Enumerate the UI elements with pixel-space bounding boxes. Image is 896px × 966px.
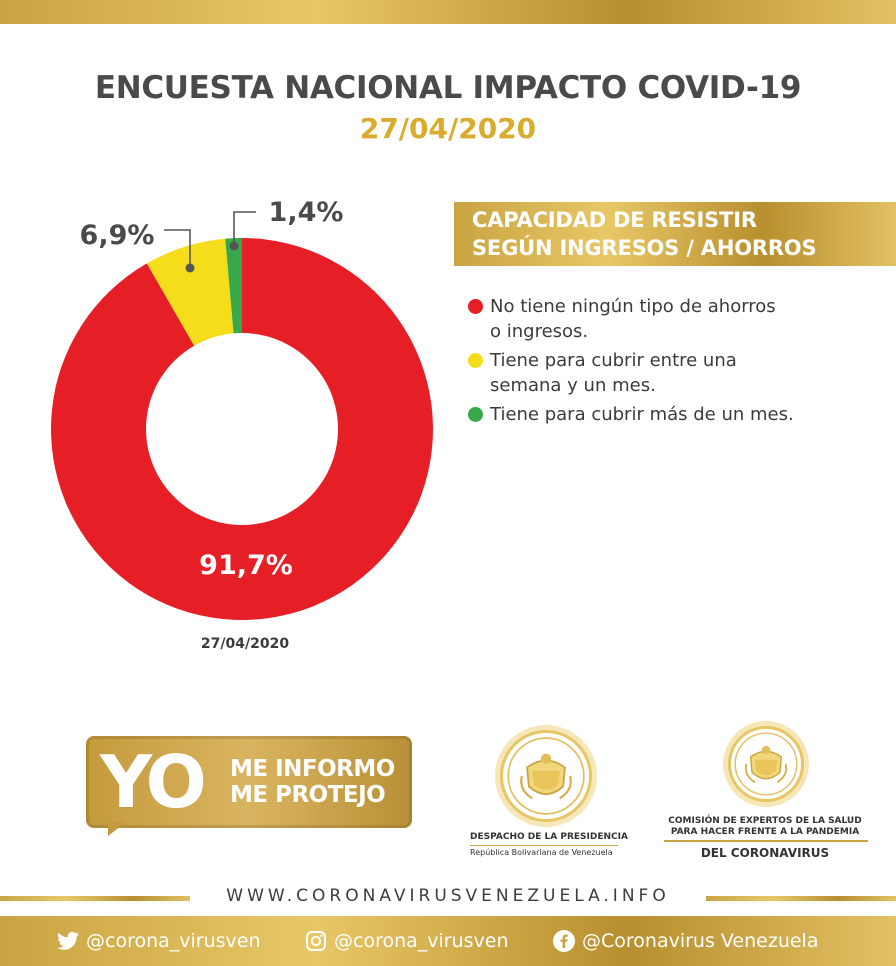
donut-chart: 91,7% 6,9% 1,4% bbox=[50, 197, 433, 620]
instagram-link[interactable]: @corona_virusven bbox=[304, 916, 509, 966]
yo-me-informo-badge: YO ME INFORMO ME PROTEJO bbox=[86, 736, 412, 836]
callout-line-green bbox=[233, 211, 256, 246]
facebook-link[interactable]: @Coronavirus Venezuela bbox=[552, 916, 818, 966]
callout-dot-yellow bbox=[185, 263, 195, 273]
legend-header-line2: SEGÚN INGRESOS / AHORROS bbox=[472, 236, 817, 260]
slice-no-savings bbox=[50, 238, 433, 620]
comision-line2: PARA HACER FRENTE A LA PANDEMIA bbox=[670, 827, 860, 837]
chart-date-label: 27/04/2020 bbox=[200, 636, 290, 652]
legend-item-red: No tiene ningún tipo de ahorros o ingres… bbox=[468, 294, 878, 344]
website-rule-right bbox=[706, 896, 896, 901]
legend-item-green: Tiene para cubrir más de un mes. bbox=[468, 402, 878, 427]
data-label-red: 91,7% bbox=[199, 550, 293, 581]
legend-item-yellow: Tiene para cubrir entre una semana y un … bbox=[468, 348, 878, 398]
despacho-subtitle: República Bolivariana de Venezuela bbox=[470, 848, 613, 857]
page-title: ENCUESTA NACIONAL IMPACTO COVID-19 bbox=[94, 70, 802, 106]
instagram-icon bbox=[306, 931, 326, 951]
facebook-icon bbox=[553, 930, 575, 952]
comision-divider bbox=[664, 840, 868, 842]
legend-dot-yellow bbox=[468, 353, 483, 368]
legend-header: CAPACIDAD DE RESISTIR SEGÚN INGRESOS / A… bbox=[454, 202, 896, 266]
comision-line3: DEL CORONAVIRUS bbox=[700, 846, 830, 860]
legend-text-red-1: No tiene ningún tipo de ahorros bbox=[490, 296, 776, 317]
legend-text-yellow-2: semana y un mes. bbox=[490, 375, 656, 396]
instagram-handle: @corona_virusven bbox=[334, 930, 509, 952]
callout-dot-green bbox=[229, 241, 239, 251]
despacho-title: DESPACHO DE LA PRESIDENCIA bbox=[470, 832, 628, 842]
slice-week-to-month bbox=[146, 238, 234, 346]
social-bar: @corona_virusven @corona_virusven @Coron… bbox=[0, 916, 896, 966]
legend-header-line1: CAPACIDAD DE RESISTIR bbox=[472, 208, 757, 232]
donut-slices bbox=[50, 238, 433, 620]
coat-of-arms-logo bbox=[500, 730, 592, 822]
legend-dot-red bbox=[468, 299, 483, 314]
legend-text-red-2: o ingresos. bbox=[490, 321, 589, 342]
data-label-green: 1,4% bbox=[269, 197, 344, 228]
despacho-divider bbox=[470, 845, 618, 846]
coat-of-arms-logo-2 bbox=[728, 726, 804, 802]
slice-more-than-month bbox=[225, 238, 242, 334]
chart-callouts bbox=[164, 211, 256, 273]
twitter-icon bbox=[57, 931, 79, 950]
legend-dot-green bbox=[468, 407, 483, 422]
chart-legend: No tiene ningún tipo de ahorros o ingres… bbox=[468, 294, 878, 431]
website-rule-left bbox=[0, 896, 190, 901]
twitter-link[interactable]: @corona_virusven bbox=[56, 916, 261, 966]
twitter-handle: @corona_virusven bbox=[86, 930, 261, 952]
callout-line-yellow bbox=[164, 229, 191, 268]
page-date: 27/04/2020 bbox=[359, 112, 537, 145]
badge-line1: ME INFORMO bbox=[230, 756, 395, 782]
comision-line1: COMISIÓN DE EXPERTOS DE LA SALUD bbox=[668, 816, 862, 826]
legend-text-green-1: Tiene para cubrir más de un mes. bbox=[490, 404, 794, 425]
data-label-yellow: 6,9% bbox=[80, 220, 155, 251]
legend-text-yellow-1: Tiene para cubrir entre una bbox=[490, 350, 737, 371]
top-gold-bar bbox=[0, 0, 896, 24]
badge-line2: ME PROTEJO bbox=[230, 782, 386, 808]
badge-yo: YO bbox=[100, 740, 207, 824]
website-link[interactable]: WWW.CORONAVIRUSVENEZUELA.INFO bbox=[226, 886, 670, 906]
facebook-handle: @Coronavirus Venezuela bbox=[582, 930, 819, 952]
